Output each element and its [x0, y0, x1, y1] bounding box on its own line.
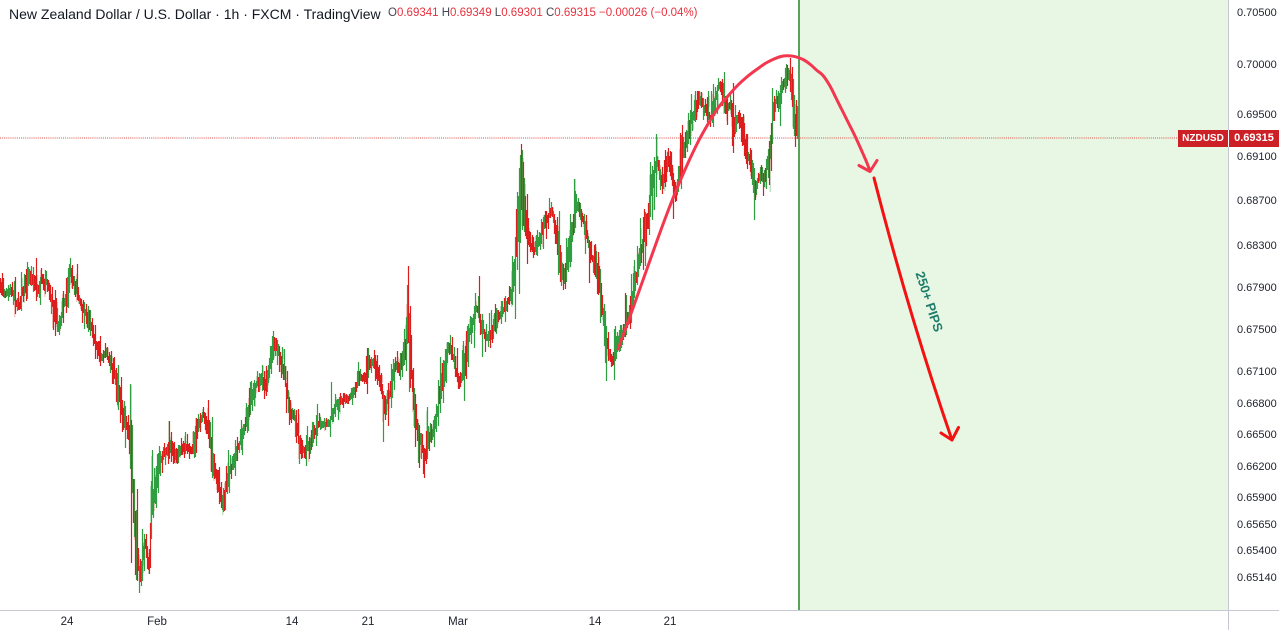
svg-text:250+ PIPS: 250+ PIPS — [912, 270, 946, 334]
